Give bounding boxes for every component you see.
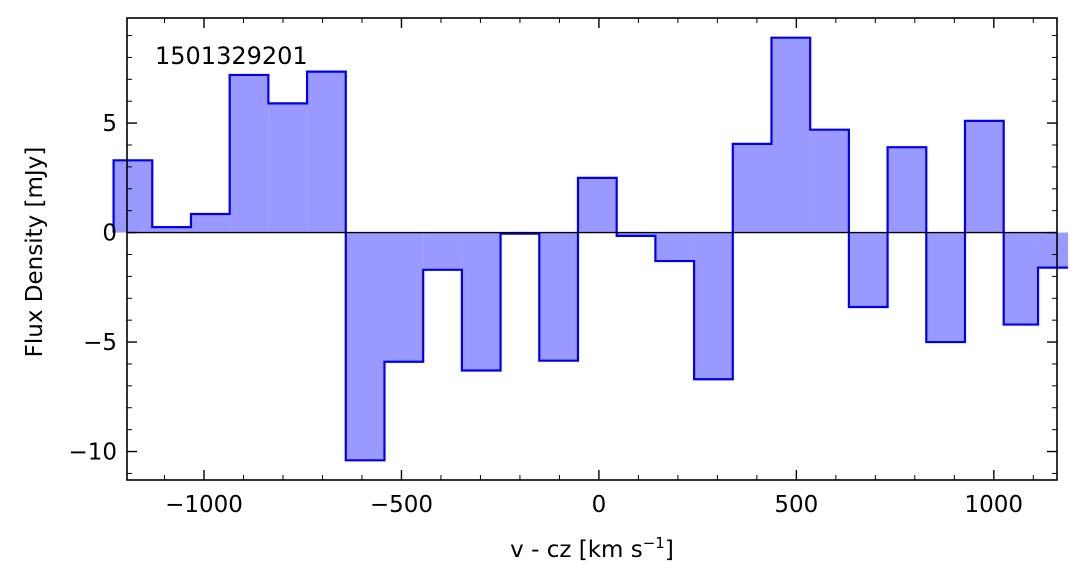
spectrum-id-annotation: 1501329201 bbox=[155, 42, 308, 70]
bar-3 bbox=[229, 74, 269, 233]
bar-16 bbox=[732, 143, 772, 233]
bar-4 bbox=[268, 103, 308, 233]
y-tick-label: 5 bbox=[102, 111, 117, 137]
bar-2 bbox=[190, 213, 230, 233]
bar-13 bbox=[616, 232, 656, 236]
x-tick-label: 500 bbox=[774, 492, 818, 518]
y-tick-label: 0 bbox=[102, 221, 117, 247]
bar-18 bbox=[810, 129, 849, 233]
spectrum-step-line bbox=[112, 36, 1069, 462]
x-axis-label-end: ] bbox=[665, 537, 674, 563]
bar-21 bbox=[926, 232, 965, 343]
bar-8 bbox=[423, 232, 462, 270]
bar-24 bbox=[1038, 232, 1069, 268]
bar-11 bbox=[539, 232, 578, 361]
x-tick-label: 0 bbox=[592, 492, 607, 518]
x-tick-label: −1000 bbox=[165, 492, 243, 518]
x-axis-label-superscript: −1 bbox=[643, 534, 665, 552]
bar-23 bbox=[1003, 232, 1039, 325]
bar-15 bbox=[694, 232, 733, 380]
bar-7 bbox=[384, 232, 424, 362]
plot-frame bbox=[126, 17, 1058, 481]
bar-6 bbox=[345, 232, 385, 461]
x-axis-label-main: v - cz [km s bbox=[510, 537, 643, 563]
x-tick-label: 1000 bbox=[965, 492, 1024, 518]
x-tick-label: −500 bbox=[370, 492, 433, 518]
bar-9 bbox=[461, 232, 501, 371]
x-axis-label: v - cz [km s−1] bbox=[510, 534, 674, 563]
bar-20 bbox=[887, 147, 927, 233]
y-tick-label: −5 bbox=[83, 330, 117, 356]
bar-14 bbox=[655, 232, 695, 262]
bar-1 bbox=[152, 227, 191, 233]
bar-22 bbox=[964, 120, 1004, 233]
y-axis-label: Flux Density [mJy] bbox=[22, 147, 48, 358]
bar-12 bbox=[577, 177, 617, 233]
bar-0 bbox=[113, 160, 153, 233]
y-tick-label: −10 bbox=[68, 440, 117, 466]
bar-5 bbox=[307, 71, 346, 233]
bar-17 bbox=[771, 37, 811, 233]
bar-19 bbox=[848, 232, 888, 308]
